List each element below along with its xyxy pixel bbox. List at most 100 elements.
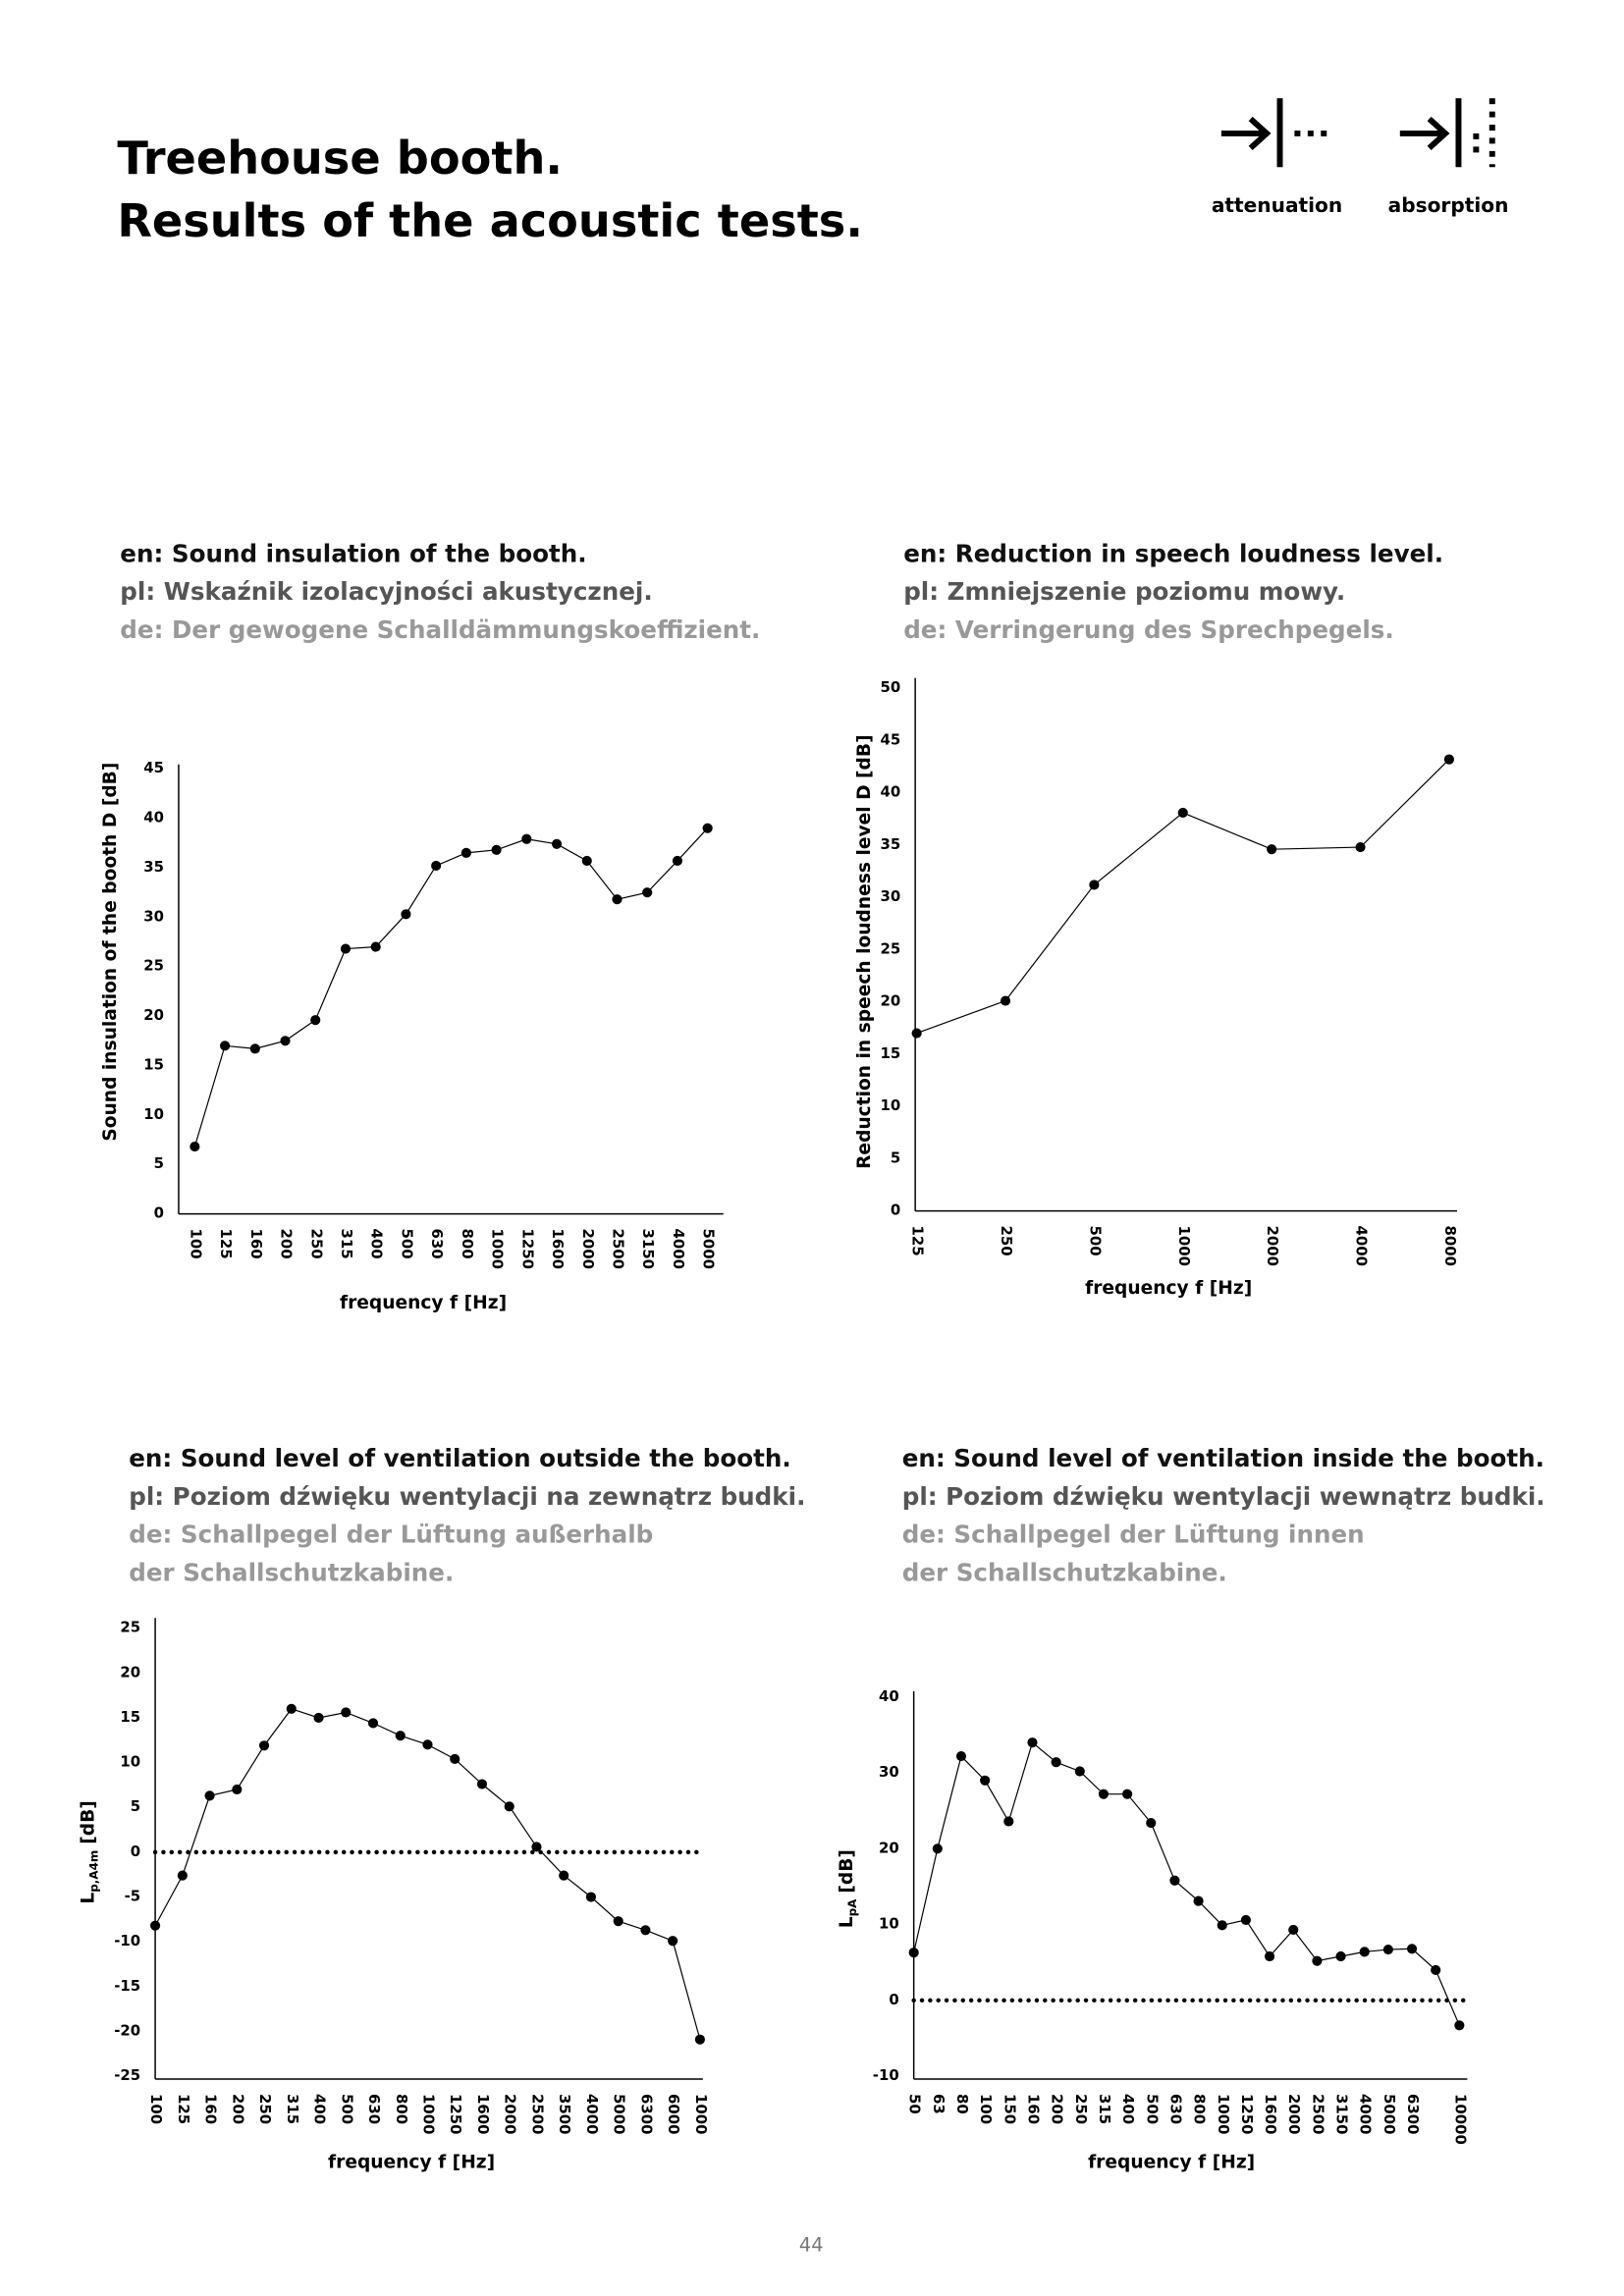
x-tick-label: 630 (1166, 2094, 1184, 2124)
x-tick-label: 1000 (1215, 2094, 1232, 2135)
data-line (913, 1741, 1460, 2026)
y-tick-label: 20 (880, 992, 900, 1010)
x-tick-label: 4000 (583, 2094, 601, 2135)
x-tick-label: 200 (229, 2094, 246, 2124)
x-tick-label: 200 (278, 1229, 296, 1259)
x-tick-label: 50 (906, 2094, 924, 2114)
x-tick-label: 1250 (518, 1229, 536, 1270)
x-tick-label: 500 (1143, 2094, 1161, 2124)
x-tick-label: 630 (428, 1229, 446, 1259)
data-point (504, 1801, 514, 1812)
chart-heading: de: Der gewogene Schalldämmungskoeffizie… (120, 615, 760, 644)
x-tick-label: 315 (338, 1229, 355, 1259)
x-tick-label: 800 (1191, 2094, 1209, 2124)
data-point (551, 838, 563, 849)
y-tick-label: 20 (143, 1006, 164, 1024)
x-tick-label: 630 (365, 2094, 383, 2124)
y-tick-label: -10 (873, 2066, 899, 2084)
x-tick-label: 2000 (502, 2094, 519, 2135)
y-tick-label: 25 (143, 957, 164, 975)
data-point (694, 2034, 705, 2045)
x-tick-label: 8000 (1441, 1226, 1459, 1267)
x-tick-label: 315 (284, 2094, 301, 2124)
x-tick-label: 4000 (1353, 1226, 1371, 1267)
x-axis-label: frequency f [Hz] (340, 1293, 507, 1313)
data-point (980, 1775, 991, 1786)
y-axis-label-main: Reduction in speech loudness level D [dB… (853, 734, 874, 1168)
data-line (193, 828, 709, 1148)
data-point (1431, 1964, 1441, 1975)
x-tick-label: 63 (930, 2094, 947, 2114)
x-tick-label: 6300 (1404, 2094, 1422, 2135)
x-tick-label: 2000 (1264, 1226, 1281, 1267)
x-tick-label: 100 (147, 2094, 165, 2124)
x-tick-label: 500 (338, 2094, 355, 2124)
chart-heading: en: Sound insulation of the booth. (120, 539, 586, 567)
y-tick-label: 35 (143, 858, 164, 876)
y-tick-label: 40 (880, 783, 900, 801)
y-tick-label: 20 (120, 1663, 140, 1681)
y-axis-label-unit: [dB] (837, 1849, 857, 1894)
data-point (401, 909, 411, 920)
x-tick-label: 4000 (1357, 2094, 1375, 2135)
y-axis-label-main: L (837, 1916, 857, 1928)
data-point (1089, 880, 1100, 890)
data-point (341, 1707, 352, 1718)
x-axis-label: frequency f [Hz] (1085, 1278, 1252, 1299)
y-axis-label: LpA [dB] (837, 1849, 859, 1928)
x-tick-label: 1250 (1238, 2094, 1256, 2135)
chart-heading: en: Sound level of ventilation inside th… (902, 1444, 1544, 1472)
x-tick-label: 160 (247, 1229, 265, 1259)
data-point (1146, 1817, 1157, 1829)
x-tick-label: 3150 (1333, 2094, 1351, 2135)
x-tick-label: 315 (1096, 2094, 1113, 2124)
data-point (955, 1750, 967, 1762)
data-point (232, 1784, 243, 1795)
y-tick-label: 20 (879, 1839, 899, 1856)
y-tick-label: 15 (120, 1708, 140, 1726)
x-tick-label: 5000 (611, 2094, 628, 2135)
x-tick-label: 160 (1024, 2094, 1042, 2124)
data-point (431, 860, 442, 872)
y-axis-label-main: L (78, 1893, 98, 1904)
x-tick-label: 250 (998, 1226, 1015, 1256)
x-tick-label: 6300 (637, 2094, 655, 2135)
y-tick-label: -15 (114, 1977, 140, 1995)
x-tick-label: 1000 (419, 2094, 437, 2135)
x-tick-label: 2500 (609, 1229, 626, 1270)
x-tick-label: 250 (1072, 2094, 1090, 2124)
data-point (642, 887, 653, 898)
y-tick-label: 40 (879, 1687, 899, 1705)
y-tick-label: 0 (131, 1842, 140, 1860)
chart-heading: de: Schallpegel der Lüftung innen (902, 1521, 1365, 1549)
y-tick-label: 0 (889, 1991, 898, 2008)
data-point (585, 1892, 597, 1902)
data-point (1335, 1950, 1346, 1962)
data-point (531, 1842, 542, 1852)
x-tick-label: 5000 (1380, 2094, 1398, 2135)
x-tick-label: 400 (311, 2094, 329, 2124)
x-tick-label: 1600 (549, 1229, 567, 1270)
x-tick-label: 800 (393, 2094, 410, 2124)
data-point (177, 1870, 188, 1881)
y-tick-label: -25 (114, 2066, 140, 2084)
data-point (672, 855, 683, 866)
x-tick-label: 800 (459, 1229, 476, 1259)
chart-heading: pl: Wskaźnik izolacyjności akustycznej. (120, 577, 652, 606)
data-point (521, 833, 532, 844)
x-tick-label: 6000 (665, 2094, 682, 2135)
x-tick-label: 400 (368, 1229, 386, 1259)
data-point (559, 1870, 569, 1881)
data-point (310, 1015, 321, 1026)
data-point (1288, 1924, 1299, 1936)
data-point (1359, 1947, 1370, 1957)
data-point (1074, 1766, 1085, 1777)
data-point (668, 1936, 678, 1947)
y-tick-label: 35 (880, 835, 900, 853)
data-point (1265, 1950, 1275, 1962)
data-point (340, 943, 352, 954)
data-point (1217, 1920, 1227, 1931)
y-tick-label: 5 (891, 1148, 900, 1166)
data-point (189, 1142, 200, 1152)
icon-label: attenuation (1212, 193, 1342, 217)
